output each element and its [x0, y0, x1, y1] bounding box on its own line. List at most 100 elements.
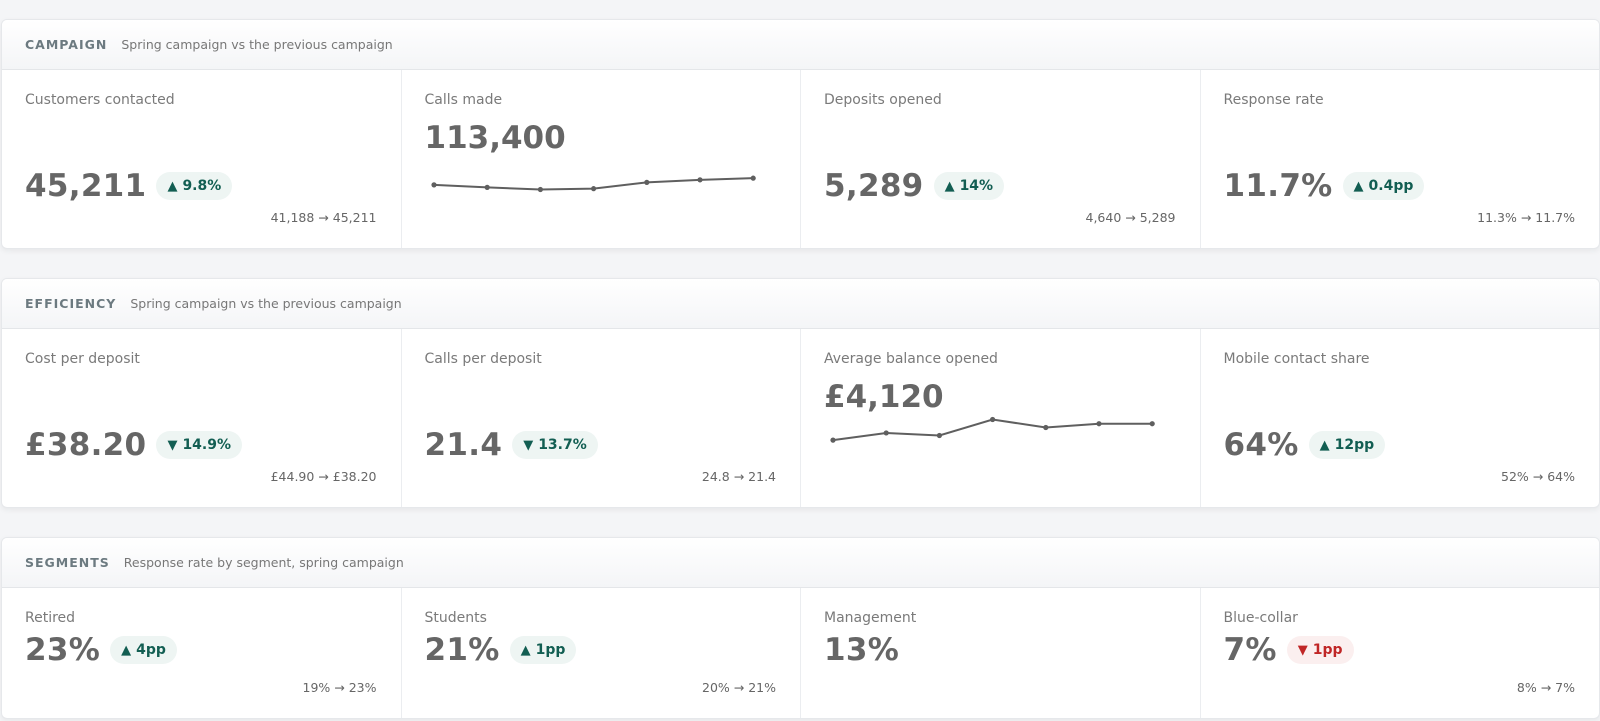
- sparkline-point: [643, 179, 649, 185]
- kpi-label: Deposits opened: [824, 92, 942, 108]
- campaign-header: CAMPAIGN Spring campaign vs the previous…: [2, 20, 1599, 70]
- efficiency-panel: EFFICIENCY Spring campaign vs the previo…: [1, 278, 1600, 508]
- triangle-up-icon: ▲: [944, 178, 955, 194]
- efficiency-header: EFFICIENCY Spring campaign vs the previo…: [2, 279, 1599, 329]
- triangle-up-icon: ▲: [1353, 178, 1364, 194]
- delta-badge: ▲ 14%: [933, 172, 1005, 200]
- sparkline-average-balance: [830, 416, 1155, 443]
- kpi-value: 23%: [25, 632, 101, 668]
- kpi-label: Management: [824, 610, 917, 626]
- kpi-card-deposits-opened: Deposits opened 5,289 ▲ 14% 4,640 → 5,28…: [801, 70, 1201, 248]
- kpi-label: Average balance opened: [824, 351, 998, 367]
- delta-value: 1pp: [1312, 642, 1343, 658]
- triangle-down-icon: ▼: [523, 437, 534, 453]
- sparkline-path: [832, 418, 1153, 442]
- kpi-card-calls-made: Calls made 113,400: [402, 70, 801, 248]
- kpi-value: £38.20: [25, 427, 147, 463]
- kpi-comparison: 4,640 → 5,289: [1085, 210, 1176, 225]
- kpi-value: 11.7%: [1223, 168, 1333, 204]
- kpi-value: 21.4: [424, 427, 503, 463]
- section-title: CAMPAIGN: [25, 37, 108, 52]
- kpi-value: 5,289: [824, 168, 924, 204]
- triangle-up-icon: ▲: [121, 642, 132, 658]
- delta-badge: ▲ 0.4pp: [1342, 172, 1425, 200]
- sparkline-point: [830, 437, 836, 443]
- section-title: EFFICIENCY: [25, 296, 117, 311]
- kpi-comparison: 20% → 21%: [702, 680, 776, 695]
- segments-panel: SEGMENTS Response rate by segment, sprin…: [1, 537, 1600, 719]
- kpi-card-calls-per-deposit: Calls per deposit 21.4 ▼ 13.7% 24.8 → 21…: [402, 329, 801, 507]
- sparkline-calls-made: [430, 175, 756, 193]
- kpi-comparison: 52% → 64%: [1501, 469, 1575, 484]
- kpi-comparison: 11.3% → 11.7%: [1477, 210, 1575, 225]
- kpi-label: Mobile contact share: [1223, 351, 1370, 367]
- delta-value: 0.4pp: [1368, 178, 1414, 194]
- kpi-label: Retired: [25, 610, 76, 626]
- delta-badge: ▲ 12pp: [1308, 431, 1386, 459]
- sparkline-point: [1043, 424, 1049, 431]
- sparkline-point: [590, 186, 596, 192]
- kpi-label: Cost per deposit: [25, 351, 140, 367]
- sparkline-point: [430, 182, 437, 188]
- sparkline-point: [750, 175, 756, 181]
- triangle-up-icon: ▲: [167, 178, 178, 194]
- sparkline-point: [990, 416, 996, 423]
- kpi-value: 13%: [824, 632, 900, 668]
- section-subtitle: Spring campaign vs the previous campaign: [121, 37, 393, 52]
- kpi-value: 64%: [1223, 427, 1299, 463]
- kpi-comparison: 19% → 23%: [302, 680, 377, 695]
- delta-badge: ▼ 13.7%: [512, 431, 598, 459]
- segment-card-blue-collar: Blue-collar 7% ▼ 1pp 8% → 7%: [1201, 588, 1600, 718]
- sparkline-point: [883, 430, 889, 436]
- delta-badge: ▼ 14.9%: [156, 431, 243, 459]
- campaign-panel: CAMPAIGN Spring campaign vs the previous…: [1, 19, 1600, 249]
- sparkline-point: [484, 184, 490, 190]
- kpi-comparison: 8% → 7%: [1516, 680, 1575, 695]
- sparkline-point: [696, 177, 703, 183]
- delta-badge: ▼ 1pp: [1286, 636, 1354, 664]
- kpi-card-customers-contacted: Customers contacted 45,211 ▲ 9.8% 41,188…: [2, 70, 402, 248]
- triangle-up-icon: ▲: [520, 642, 531, 658]
- kpi-label: Blue-collar: [1223, 610, 1298, 626]
- kpi-label: Customers contacted: [25, 92, 175, 108]
- triangle-down-icon: ▼: [1297, 642, 1308, 658]
- kpi-label: Calls per deposit: [424, 351, 542, 367]
- kpi-label: Response rate: [1223, 92, 1324, 108]
- delta-value: 12pp: [1334, 437, 1375, 453]
- delta-value: 4pp: [136, 642, 166, 658]
- kpi-card-average-balance: Average balance opened £4,120: [801, 329, 1201, 507]
- segments-header: SEGMENTS Response rate by segment, sprin…: [2, 538, 1599, 588]
- delta-value: 1pp: [535, 642, 566, 658]
- section-subtitle: Response rate by segment, spring campaig…: [123, 555, 404, 570]
- triangle-up-icon: ▲: [1319, 437, 1330, 453]
- sparkline-point: [936, 432, 942, 439]
- kpi-value: 113,400: [424, 120, 566, 156]
- kpi-label: Students: [424, 610, 487, 626]
- section-title: SEGMENTS: [25, 555, 110, 570]
- kpi-card-response-rate: Response rate 11.7% ▲ 0.4pp 11.3% → 11.7…: [1201, 70, 1600, 248]
- kpi-comparison: £44.90 → £38.20: [270, 469, 377, 484]
- kpi-card-mobile-contact-share: Mobile contact share 64% ▲ 12pp 52% → 64…: [1201, 329, 1600, 507]
- section-subtitle: Spring campaign vs the previous campaign: [130, 296, 402, 311]
- kpi-value: £4,120: [824, 379, 944, 415]
- sparkline-point: [1096, 421, 1102, 427]
- delta-value: 13.7%: [538, 437, 587, 453]
- sparkline-point: [537, 186, 543, 193]
- kpi-value: 45,211: [25, 168, 147, 204]
- delta-badge: ▲ 4pp: [110, 636, 177, 664]
- delta-value: 9.8%: [182, 178, 222, 194]
- segment-card-retired: Retired 23% ▲ 4pp 19% → 23%: [2, 588, 402, 718]
- delta-value: 14.9%: [182, 437, 232, 453]
- delta-badge: ▲ 1pp: [509, 636, 577, 664]
- delta-value: 14%: [959, 178, 994, 194]
- segment-card-management: Management 13%: [801, 588, 1201, 718]
- delta-badge: ▲ 9.8%: [156, 172, 233, 200]
- kpi-card-cost-per-deposit: Cost per deposit £38.20 ▼ 14.9% £44.90 →…: [2, 329, 402, 507]
- kpi-value: 21%: [424, 632, 500, 668]
- segment-card-students: Students 21% ▲ 1pp 20% → 21%: [402, 588, 801, 718]
- kpi-comparison: 24.8 → 21.4: [701, 469, 776, 484]
- kpi-label: Calls made: [424, 92, 503, 108]
- kpi-comparison: 41,188 → 45,211: [270, 210, 377, 225]
- sparkline-point: [1149, 421, 1155, 427]
- kpi-value: 7%: [1223, 632, 1277, 668]
